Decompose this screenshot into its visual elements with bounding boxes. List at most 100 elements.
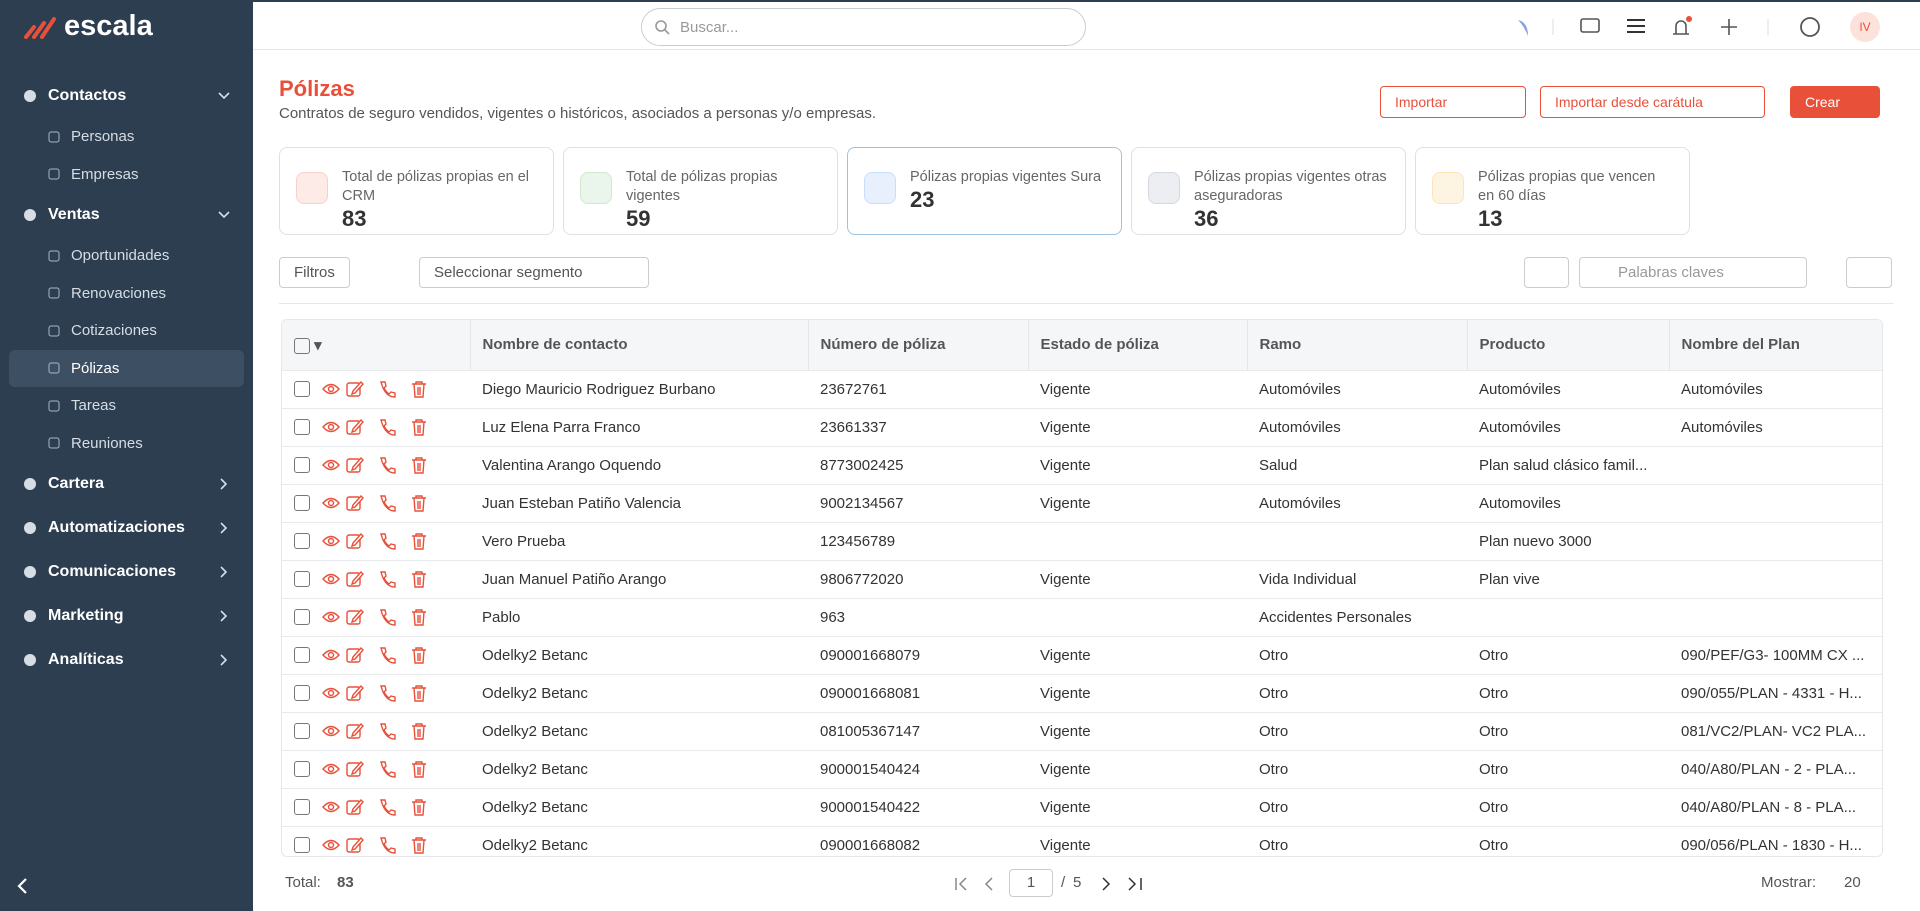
row-checkbox[interactable] (294, 609, 310, 625)
search-box[interactable]: Buscar... (641, 8, 1086, 46)
filters-button[interactable]: Filtros (279, 257, 350, 288)
table-body: Diego Mauricio Rodriguez Burbano 23672761… (282, 369, 1882, 856)
cell: 8773002425 (808, 445, 1028, 484)
columns-button[interactable] (1846, 257, 1892, 288)
stat-icon (1148, 172, 1180, 204)
table-row[interactable]: Odelky2 Betanc 090001668082 Vigente Otro Otr… (282, 825, 1882, 856)
table-row[interactable]: Diego Mauricio Rodriguez Burbano 23672761… (282, 369, 1882, 408)
table-row[interactable]: Odelky2 Betanc 081005367147 Vigente Otro Otr… (282, 711, 1882, 750)
separator (279, 303, 1894, 304)
cell: Otro (1247, 749, 1467, 788)
table-row[interactable]: Juan Manuel Patiño Arango 9806772020 Vigen… (282, 559, 1882, 598)
table-row[interactable]: Odelky2 Betanc 090001668081 Vigente Otro Otr… (282, 673, 1882, 712)
nav-section[interactable]: Cartera (0, 462, 253, 506)
row-checkbox[interactable] (294, 837, 310, 854)
actions (294, 646, 458, 664)
stat-card[interactable]: Total de pólizas propias vigentes 59 (563, 147, 838, 235)
nav-item[interactable]: Cotizaciones (9, 312, 244, 350)
nav-item[interactable]: Reuniones (9, 425, 244, 463)
page-size[interactable]: 20 (1844, 874, 1861, 891)
row-checkbox[interactable] (294, 799, 310, 815)
stat-icon (1432, 172, 1464, 204)
row-checkbox[interactable] (294, 419, 310, 435)
nav-section[interactable]: Contactos (0, 74, 253, 118)
segment-select[interactable]: Seleccionar segmento (419, 257, 649, 288)
action-icons (322, 418, 426, 436)
refresh-button[interactable] (1524, 257, 1569, 288)
nav-section[interactable]: Ventas (0, 193, 253, 237)
row-checkbox[interactable] (294, 723, 310, 739)
nav-section[interactable]: Comunicaciones (0, 550, 253, 594)
create-button[interactable]: Crear (1790, 86, 1880, 118)
nav-section[interactable]: Analíticas (0, 638, 253, 682)
column-header[interactable]: Nombre del Plan (1669, 320, 1882, 370)
stat-icon (580, 172, 612, 204)
chevron (220, 610, 228, 622)
nav-item[interactable]: Personas (9, 118, 244, 156)
cell: Odelky2 Betanc (470, 825, 808, 856)
page-separator: / (1061, 874, 1066, 891)
keywords-input[interactable]: Palabras claves (1579, 257, 1807, 288)
cell: Otro (1467, 749, 1669, 788)
table-row[interactable]: Luz Elena Parra Franco 23661337 Vigente Aut… (282, 407, 1882, 446)
column-header[interactable]: Nombre de contacto (470, 320, 809, 370)
column-header[interactable]: Ramo (1247, 320, 1468, 370)
row-actions (282, 483, 470, 522)
stat-card[interactable]: Pólizas propias que vencen en 60 días 13 (1415, 147, 1690, 235)
table-row[interactable]: Odelky2 Betanc 900001540424 Vigente Otro Otr… (282, 749, 1882, 788)
action-icons (322, 456, 426, 474)
table-row[interactable]: Odelky2 Betanc 900001540422 Vigente Otro Otr… (282, 787, 1882, 826)
row-checkbox[interactable] (294, 533, 310, 549)
row-checkbox[interactable] (294, 761, 310, 777)
cell: Vigente (1028, 559, 1247, 598)
row-checkbox[interactable] (294, 685, 310, 701)
row-checkbox[interactable] (294, 571, 310, 587)
column-header[interactable]: Producto (1467, 320, 1670, 370)
nav-item[interactable]: Empresas (9, 156, 244, 194)
actions (294, 722, 458, 740)
row-checkbox[interactable] (294, 457, 310, 473)
table-row[interactable]: Odelky2 Betanc 090001668079 Vigente Otro Otr… (282, 635, 1882, 674)
row-checkbox[interactable] (294, 381, 310, 397)
nav-item[interactable]: Renovaciones (9, 275, 244, 313)
avatar[interactable]: IV (1850, 12, 1880, 42)
item-label: Reuniones (71, 434, 143, 452)
nav-section[interactable]: Marketing (0, 594, 253, 638)
table-row[interactable]: Valentina Arango Oquendo 8773002425 Vigent… (282, 445, 1882, 484)
cell: Odelky2 Betanc (470, 673, 808, 712)
column-header[interactable]: Estado de póliza (1028, 320, 1248, 370)
nav-section[interactable]: Automatizaciones (0, 506, 253, 550)
logo[interactable]: escala (24, 10, 153, 43)
cell: Automoviles (1467, 483, 1669, 522)
nav-item[interactable]: Tareas (9, 387, 244, 425)
import-button[interactable]: Importar (1380, 86, 1526, 118)
item-label: Empresas (71, 165, 139, 183)
cell: 090001668079 (808, 635, 1028, 674)
row-checkbox[interactable] (294, 495, 310, 511)
stat-card[interactable]: Pólizas propias vigentes otras asegurado… (1131, 147, 1406, 235)
item-icon (48, 325, 60, 337)
page-count: 5 (1073, 874, 1082, 891)
column-header[interactable]: Número de póliza (808, 320, 1029, 370)
select-all[interactable]: ▾ (282, 320, 471, 370)
row-checkbox[interactable] (294, 647, 310, 663)
table-row[interactable]: Vero Prueba 123456789 Plan nuevo 3000 (282, 521, 1882, 560)
cell: Valentina Arango Oquendo (470, 445, 808, 484)
nav-item[interactable]: Pólizas (9, 349, 244, 387)
table-row[interactable]: Pablo 963 Accidentes Personales (282, 597, 1882, 636)
stat-icon (296, 172, 328, 204)
cell: Odelky2 Betanc (470, 635, 808, 674)
page-input[interactable]: 1 (1009, 869, 1053, 897)
nav-item[interactable]: Oportunidades (9, 237, 244, 275)
collapse-sidebar[interactable] (16, 877, 30, 895)
policies-table: ▾ Nombre de contacto Número de póliza Estad… (282, 320, 1882, 856)
import-cover-button[interactable]: Importar desde carátula (1540, 86, 1765, 118)
cell: Vigente (1028, 711, 1247, 750)
cell: 090/055/PLAN - 4331 - H... (1669, 673, 1882, 712)
table-row[interactable]: Juan Esteban Patiño Valencia 9002134567 Vi… (282, 483, 1882, 522)
stat-card[interactable]: Total de pólizas propias en el CRM 83 (279, 147, 554, 235)
keywords-placeholder: Palabras claves (1618, 264, 1724, 281)
stat-label: Pólizas propias vigentes Sura (910, 169, 1102, 185)
stat-card[interactable]: Pólizas propias vigentes Sura 23 (847, 147, 1122, 235)
filters-label: Filtros (294, 264, 335, 281)
